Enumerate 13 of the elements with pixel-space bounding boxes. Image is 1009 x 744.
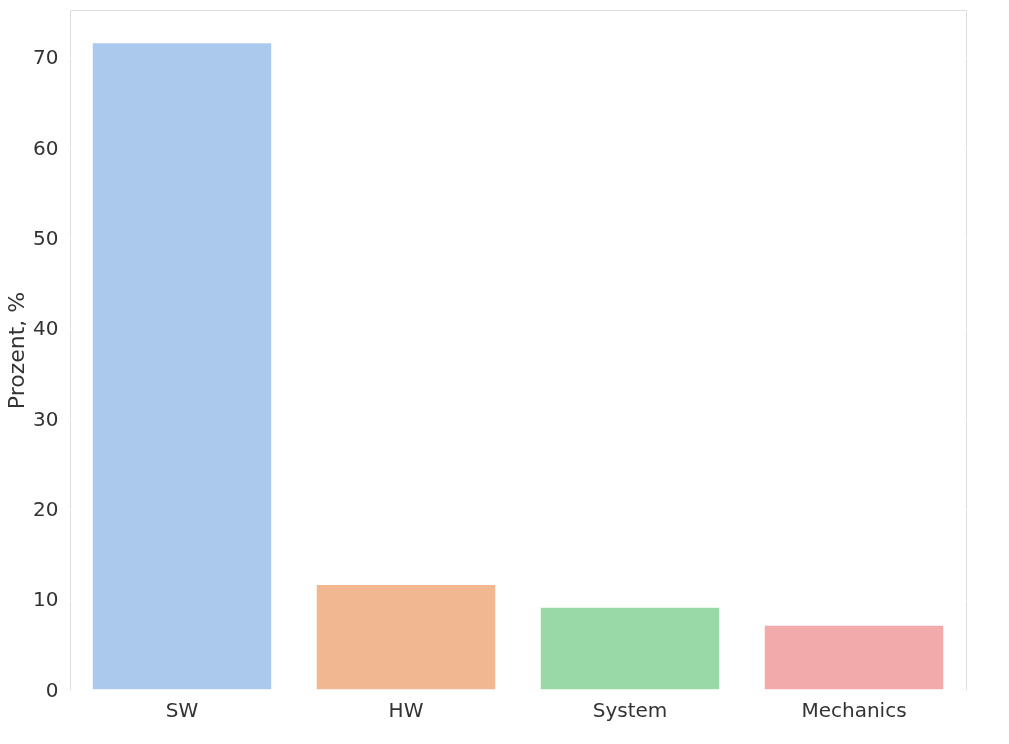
x-tick-label: HW [388,697,424,722]
y-tick-label: 0 [45,677,59,702]
y-tick-label: 60 [33,135,59,160]
y-tick-label: 40 [33,316,59,341]
y-tick-label: 30 [33,406,59,431]
y-tick-label: 10 [33,587,59,612]
y-tick-label: 50 [33,225,59,250]
x-tick-label: SW [165,697,199,722]
y-axis-title: Prozent, % [4,291,30,410]
y-tick-label: 20 [33,496,59,521]
x-tick-label: System [592,697,668,722]
y-tick-label: 70 [33,45,59,70]
x-tick-label: Mechanics [801,697,907,722]
